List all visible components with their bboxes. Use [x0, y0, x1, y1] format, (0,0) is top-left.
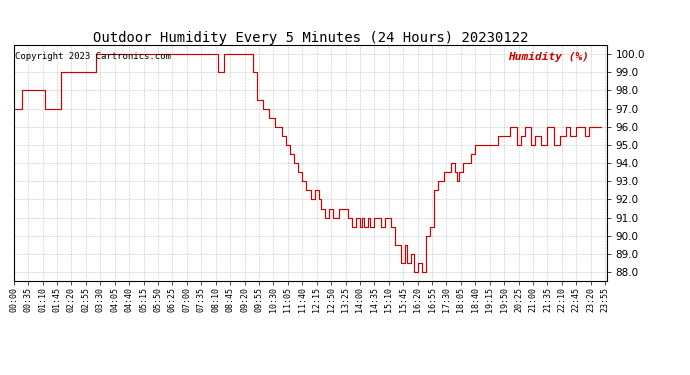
Title: Outdoor Humidity Every 5 Minutes (24 Hours) 20230122: Outdoor Humidity Every 5 Minutes (24 Hou…	[92, 31, 529, 45]
Text: Humidity (%): Humidity (%)	[509, 52, 589, 62]
Text: Copyright 2023 Cartronics.com: Copyright 2023 Cartronics.com	[15, 52, 171, 61]
